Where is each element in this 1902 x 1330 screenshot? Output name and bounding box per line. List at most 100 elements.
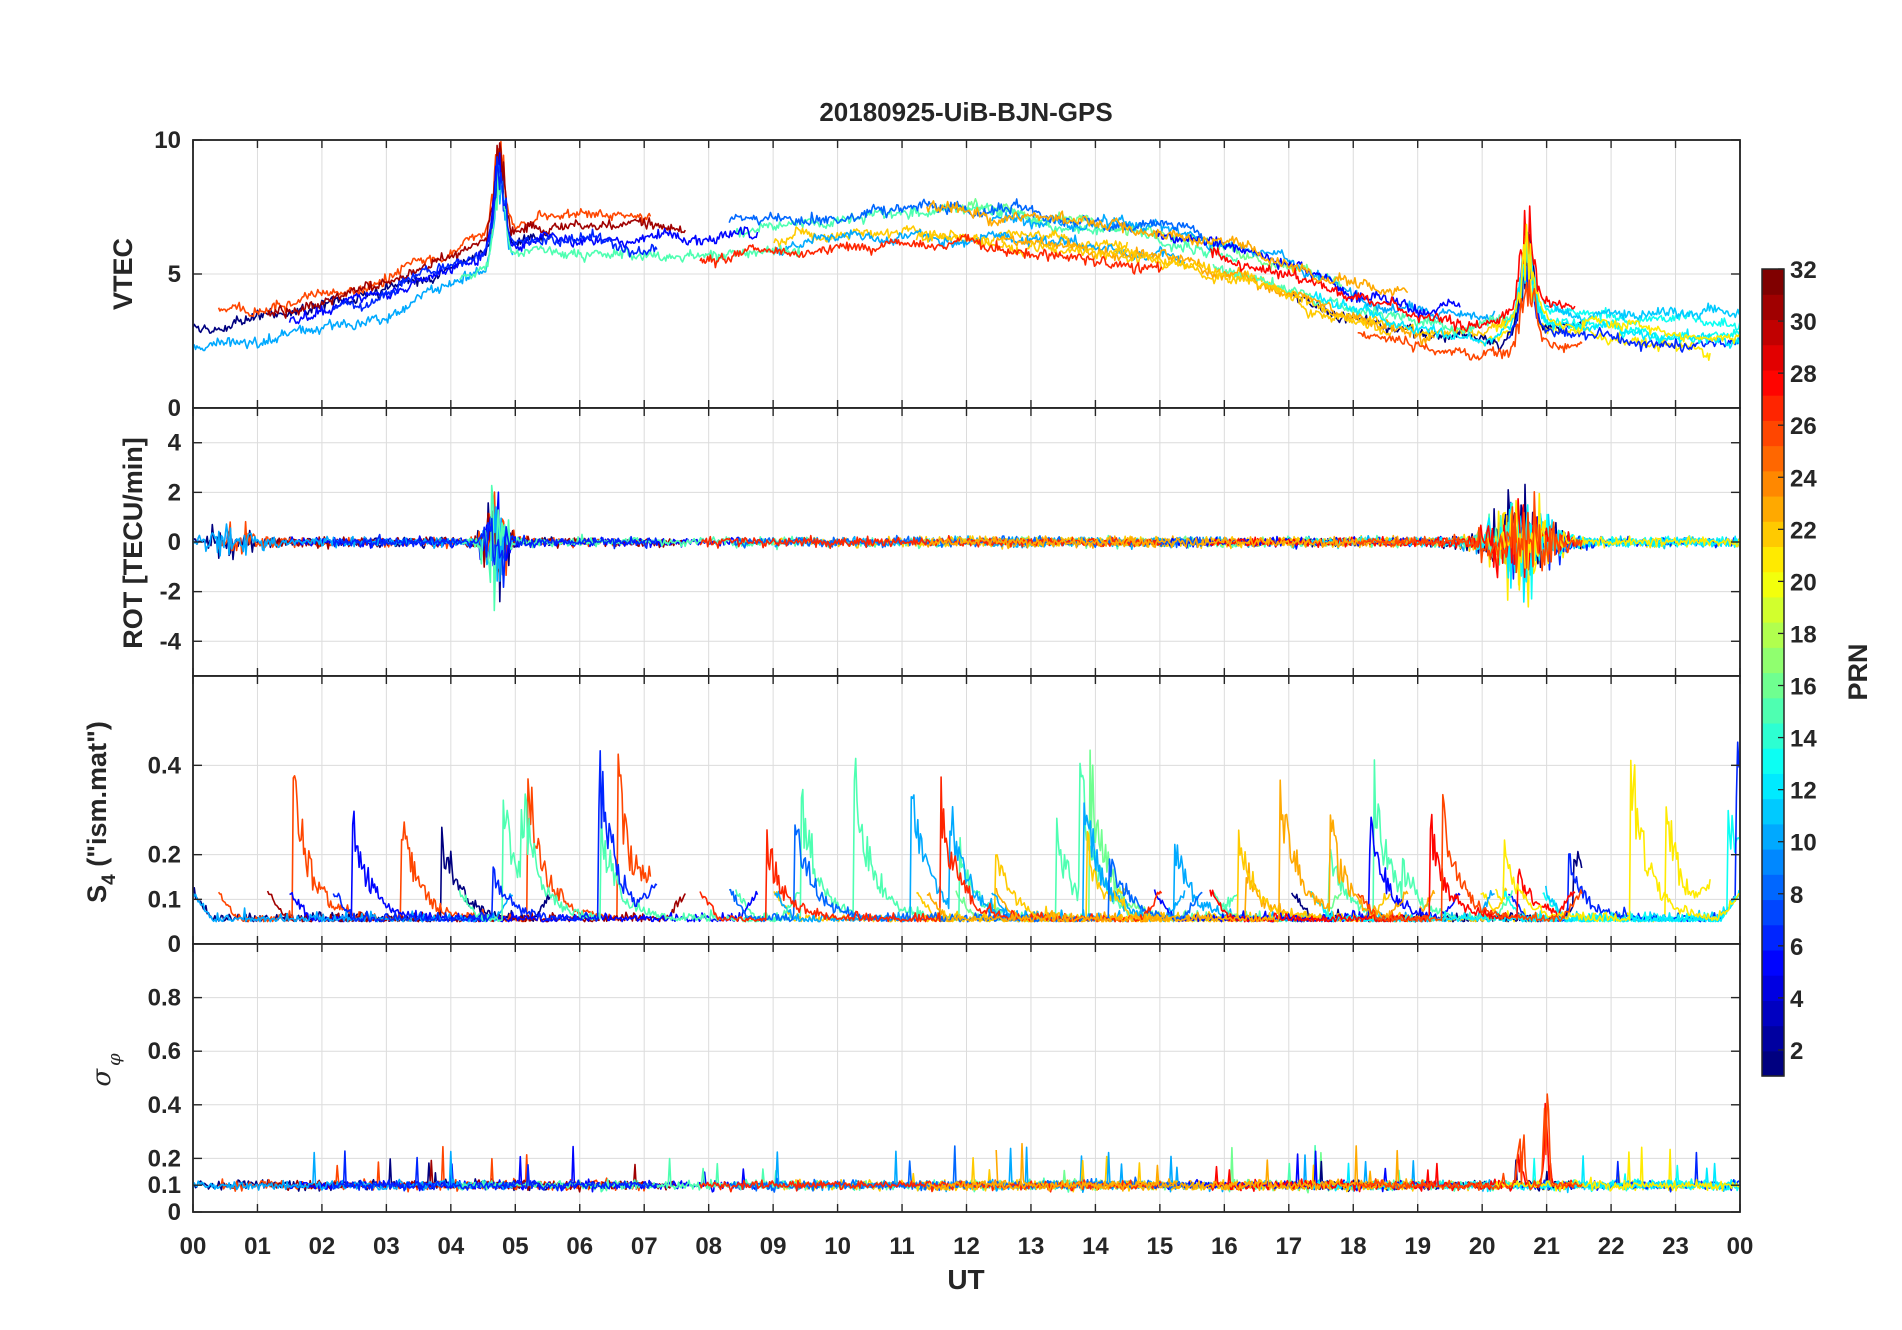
- colorbar-segment: [1762, 949, 1784, 976]
- colorbar-segment: [1762, 294, 1784, 321]
- sigma-phi-ylabel-sub: φ: [104, 1053, 125, 1066]
- sigma-phi-ytick-label: 0.4: [148, 1092, 182, 1119]
- vtec-ytick-label: 5: [168, 261, 181, 288]
- colorbar-segment: [1762, 975, 1784, 1001]
- colorbar-segment: [1762, 798, 1784, 825]
- x-tick-label: 12: [953, 1233, 980, 1260]
- rot-yticks: -4 -2 0 2 4: [160, 408, 1741, 676]
- colorbar-segment: [1762, 722, 1784, 749]
- s4-ylabel-main: S: [82, 885, 112, 903]
- colorbar-tick-label: 24: [1790, 465, 1817, 492]
- sigma-phi-axes-box: [192, 943, 1741, 1213]
- s4-ylabel-rest: ("ism.mat"): [82, 721, 112, 874]
- colorbar-tick-label: 18: [1790, 621, 1817, 648]
- rot-ytick-label: -2: [160, 579, 181, 606]
- x-tick-label: 22: [1598, 1233, 1625, 1260]
- sigma-phi-ytick-label: 0.1: [148, 1172, 181, 1199]
- colorbar-tick-label: 8: [1790, 882, 1803, 909]
- colorbar-segment: [1762, 874, 1784, 901]
- colorbar-segment: [1762, 319, 1784, 346]
- colorbar-segment: [1762, 369, 1784, 396]
- s4-ytick-label: 0.4: [148, 752, 182, 779]
- vtec-series-line: [1113, 245, 1508, 341]
- colorbar-tick-label: 20: [1790, 569, 1817, 596]
- sigma-phi-ytick-label: 0.6: [148, 1038, 181, 1065]
- colorbar-segment: [1762, 420, 1784, 447]
- x-ticks: 00 01 02 03 04 05 06 07 08 09 10 11 12 13 14 15 16 17 18 19…: [180, 1233, 1754, 1260]
- vtec-series-line: [1209, 205, 1576, 333]
- vtec-series-line: [1494, 223, 1740, 345]
- colorbar-frame: [1761, 268, 1785, 1077]
- x-tick-label: 10: [824, 1233, 851, 1260]
- vtec-ylabel: VTEC: [108, 238, 138, 310]
- x-tick-label: 02: [309, 1233, 336, 1260]
- vtec-ytick-label: 10: [154, 127, 181, 154]
- x-tick-label: 08: [695, 1233, 722, 1260]
- sigma-phi-series-line: [699, 1179, 1162, 1193]
- colorbar-segment: [1762, 773, 1784, 800]
- s4-series-line: [1357, 793, 1583, 923]
- rot-ytick-label: 2: [168, 479, 181, 506]
- rot-series: [193, 483, 1740, 612]
- colorbar-tick-label: 4: [1790, 986, 1804, 1013]
- x-tick-label: 03: [373, 1233, 400, 1260]
- rot-series-line: [1357, 491, 1583, 574]
- x-tick-label: 20: [1469, 1233, 1496, 1260]
- colorbar-segment: [1762, 571, 1784, 598]
- vtec-gridlines: [193, 140, 1740, 408]
- colorbar-segment: [1762, 596, 1784, 623]
- rot-ytick-label: -4: [160, 628, 182, 655]
- vtec-series-line: [926, 200, 1409, 297]
- vtec-series-line: [1545, 302, 1740, 327]
- colorbar-tick-label: 30: [1790, 309, 1817, 336]
- x-tick-label: 04: [437, 1233, 464, 1260]
- colorbar-tick-label: 12: [1790, 778, 1817, 805]
- colorbar-segment: [1762, 1050, 1784, 1077]
- x-tick-label: 00: [180, 1233, 207, 1260]
- sigma-phi-series-line: [1356, 1093, 1583, 1192]
- colorbar-segment: [1762, 1025, 1784, 1052]
- colorbar-segment: [1762, 748, 1784, 774]
- x-tick-label: 17: [1275, 1233, 1302, 1260]
- vtec-series-line: [1310, 240, 1740, 349]
- colorbar-segment: [1762, 521, 1784, 548]
- x-tick-label: 13: [1018, 1233, 1045, 1260]
- colorbar-segment: [1762, 495, 1784, 522]
- s4-series-line: [774, 794, 1186, 923]
- x-tick-label: 15: [1147, 1233, 1174, 1260]
- colorbar-segment: [1762, 546, 1784, 573]
- x-axis-label: UT: [947, 1264, 984, 1295]
- vtec-series-line: [1357, 279, 1583, 361]
- vtec-series-line: [1541, 298, 1740, 331]
- colorbar-segment: [1762, 622, 1784, 648]
- colorbar-tick-label: 10: [1790, 830, 1817, 857]
- s4-ytick-label: 0.1: [148, 886, 181, 913]
- rot-series-line: [926, 535, 1409, 550]
- s4-ylabel-sub: 4: [99, 874, 120, 885]
- rot-series-line: [332, 517, 658, 588]
- colorbar-segment: [1762, 697, 1784, 724]
- vtec-series-line: [332, 156, 658, 312]
- sigma-phi-series-line: [926, 1145, 1409, 1192]
- s4-series-line: [1494, 759, 1740, 923]
- rot-series-line: [266, 510, 687, 576]
- sigma-phi-series: [193, 1093, 1740, 1194]
- colorbar-segment: [1762, 849, 1784, 875]
- vtec-series-line: [193, 164, 514, 352]
- colorbar-segment: [1762, 1000, 1784, 1027]
- x-tick-label: 06: [566, 1233, 593, 1260]
- s4-series-line: [332, 750, 658, 923]
- s4-ytick-label: 0: [168, 931, 181, 958]
- vtec-series-line: [995, 235, 1435, 348]
- vtec-series-line: [288, 152, 759, 325]
- sigma-phi-yticks: 00.10.2 0.4 0.6 0.8: [148, 944, 1741, 1226]
- colorbar-tick-label: 14: [1790, 726, 1817, 753]
- colorbar-segment: [1762, 672, 1784, 699]
- sigma-phi-ylabel-main: σ: [87, 1068, 117, 1087]
- sigma-phi-ylabel: σφ: [87, 1053, 125, 1087]
- x-tick-label: 18: [1340, 1233, 1367, 1260]
- sigma-phi-ytick-label: 0.2: [148, 1145, 181, 1172]
- panel-sigma-phi: 00.10.2 0.4 0.6 0.8 σφ: [87, 943, 1741, 1226]
